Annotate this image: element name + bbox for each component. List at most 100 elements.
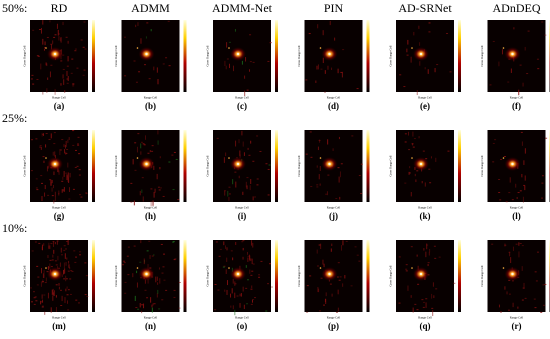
speckle (317, 146, 319, 151)
speckle (35, 138, 38, 140)
speckle (535, 280, 538, 282)
speckle (340, 163, 343, 165)
target (45, 47, 47, 49)
speckle (172, 240, 175, 242)
speckle (46, 36, 49, 38)
speckle (513, 27, 515, 30)
speckle (43, 269, 45, 276)
speckle (157, 289, 159, 294)
speckle (432, 310, 434, 316)
speckle (33, 303, 36, 305)
speckle (30, 170, 33, 172)
speckle (47, 194, 50, 196)
target (328, 162, 331, 166)
speckle (85, 192, 88, 194)
speckle (421, 180, 423, 184)
speckle (79, 194, 82, 196)
speckle (74, 166, 77, 168)
speckle (337, 68, 339, 74)
speckle (44, 41, 46, 46)
speckle (74, 261, 77, 263)
speckle (137, 308, 140, 310)
speckle (134, 169, 137, 171)
speckle (135, 307, 138, 309)
speckle (76, 67, 79, 69)
speckle (432, 282, 434, 287)
speckle (238, 175, 240, 179)
speckle (150, 201, 152, 207)
speckle (234, 309, 236, 316)
speckle (43, 133, 45, 136)
speckle (508, 293, 511, 295)
speckle (63, 249, 66, 251)
speckle (152, 303, 154, 306)
speckle (236, 295, 239, 297)
speckle (414, 303, 417, 305)
target (411, 267, 413, 269)
speckle (41, 246, 43, 251)
speckle (136, 146, 138, 153)
speckle (267, 168, 270, 170)
x-axis-label: Range Cell (52, 96, 66, 100)
speckle (65, 172, 68, 174)
y-axis-label: Cross Range Cell (297, 155, 301, 176)
speckle (123, 262, 126, 264)
speckle (155, 276, 157, 283)
speckle (427, 69, 429, 74)
speckle (77, 136, 80, 138)
speckle (234, 292, 236, 299)
speckle (234, 283, 237, 285)
speckle (404, 133, 407, 135)
speckle (63, 187, 65, 192)
speckle (123, 260, 126, 262)
speckle (33, 297, 36, 299)
speckle (40, 63, 42, 70)
speckle (235, 181, 237, 188)
speckle (77, 143, 80, 145)
speckle (63, 79, 65, 85)
y-axis-label: Cross Range Cell (480, 45, 484, 66)
speckle (242, 141, 244, 147)
target (502, 267, 505, 269)
speckle (228, 63, 230, 69)
speckle (326, 191, 328, 196)
speckle (230, 293, 232, 298)
speckle (66, 71, 68, 76)
speckle (64, 253, 66, 259)
speckle (65, 152, 68, 154)
speckle (341, 71, 343, 78)
speckle (256, 135, 259, 137)
speckle (58, 286, 60, 290)
speckle (158, 267, 160, 270)
speckle (133, 245, 136, 247)
speckle (239, 150, 241, 156)
speckle (153, 253, 155, 256)
speckle (162, 266, 165, 268)
speckle (50, 133, 52, 139)
speckle (325, 193, 328, 195)
speckle (342, 283, 344, 287)
speckle (338, 279, 341, 281)
speckle (534, 307, 537, 309)
speckle (54, 241, 56, 245)
speckle (67, 180, 70, 182)
colorbar (366, 20, 370, 92)
speckle (156, 293, 158, 298)
speckle (32, 291, 35, 293)
speckle (339, 171, 341, 178)
panel: Cross Range Cell Range Cell (23, 240, 95, 320)
speckle (36, 78, 39, 80)
speckle (232, 305, 234, 310)
speckle (251, 285, 253, 289)
speckle (544, 34, 547, 36)
speckle (137, 133, 140, 135)
speckle (70, 270, 73, 272)
speckle (507, 309, 510, 311)
speckle (334, 37, 336, 41)
speckle (247, 147, 249, 150)
speckle (259, 150, 262, 152)
speckle (316, 249, 318, 254)
speckle (492, 142, 495, 144)
speckle (241, 130, 243, 136)
speckle (339, 196, 341, 200)
